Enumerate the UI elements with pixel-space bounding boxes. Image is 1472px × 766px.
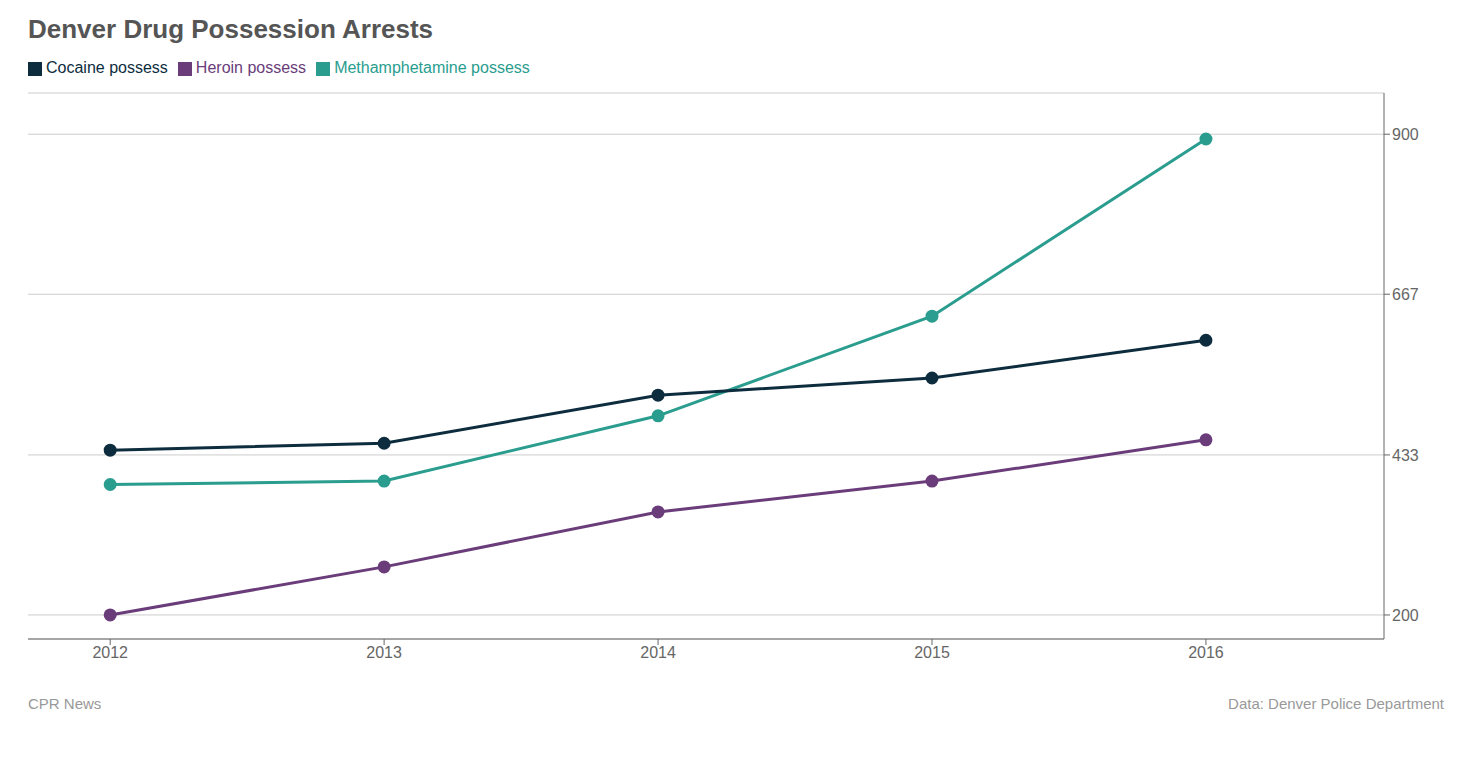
svg-text:433: 433 <box>1392 447 1419 464</box>
svg-text:2015: 2015 <box>914 644 950 661</box>
html-text:Heroin possess: Heroin possess <box>195 59 307 76</box>
svg-text:2014: 2014 <box>640 644 676 661</box>
html-text:Methamphetamine possess: Methamphetamine possess <box>334 59 530 76</box>
svg-text:2013: 2013 <box>366 644 402 661</box>
svg-text:200: 200 <box>1392 607 1419 624</box>
svg-text:2016: 2016 <box>1188 644 1224 661</box>
html-text:Denver Drug Possession Arrests: Denver Drug Possession Arrests <box>28 14 434 44</box>
svg-text:900: 900 <box>1392 126 1419 143</box>
html-text:Cocaine possess: Cocaine possess <box>46 59 168 76</box>
svg-text:667: 667 <box>1392 286 1419 303</box>
svg-text:2012: 2012 <box>92 644 128 661</box>
html-text:Data: Denver Police Department: Data: Denver Police Department <box>1228 695 1444 712</box>
html-text:CPR News: CPR News <box>28 695 102 712</box>
